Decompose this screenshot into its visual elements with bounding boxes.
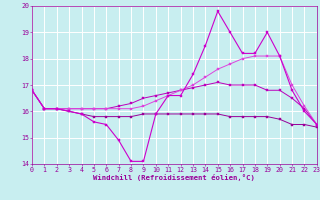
- X-axis label: Windchill (Refroidissement éolien,°C): Windchill (Refroidissement éolien,°C): [93, 174, 255, 181]
